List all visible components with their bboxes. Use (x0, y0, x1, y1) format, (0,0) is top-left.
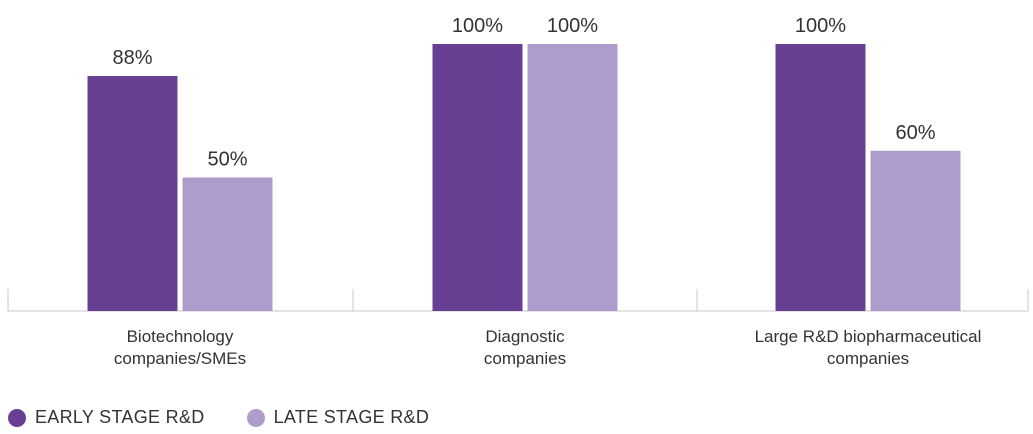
bar-late-stage-1 (527, 44, 618, 311)
bar-early-stage-0 (87, 76, 178, 311)
bar-early-stage-2 (775, 44, 866, 311)
category-label-0-line-0: Biotechnology (127, 327, 234, 346)
data-label-late-stage-0: 50% (207, 149, 247, 171)
legend-label-early-stage: EARLY STAGE R&D (35, 407, 205, 427)
legend-swatch-late-stage (246, 408, 265, 427)
legend-swatch-early-stage (8, 408, 26, 427)
bar-early-stage-1 (432, 44, 523, 311)
chart-canvas: 88% 100% 100% 50% 100% 60% Biotechnology compan… (7, 15, 1029, 368)
data-label-late-stage-2: 60% (895, 122, 935, 144)
data-label-late-stage-1: 100% (547, 15, 598, 37)
category-label-1-line-0: Diagnostic (485, 327, 565, 346)
legend-label-late-stage: LATE STAGE R&D (273, 407, 430, 427)
data-label-early-stage-1: 100% (452, 15, 503, 37)
legend-item-early-stage: EARLY STAGE R&D (8, 407, 205, 428)
category-label-1-line-1: companies (484, 349, 566, 368)
category-label-2-line-0: Large R&D biopharmaceutical (755, 327, 982, 346)
data-label-early-stage-0: 88% (112, 47, 152, 69)
legend-item-late-stage: LATE STAGE R&D (246, 407, 430, 428)
bar-late-stage-2 (870, 150, 961, 311)
category-label-0-line-1: companies/SMEs (114, 349, 246, 368)
data-label-early-stage-2: 100% (795, 15, 846, 37)
category-label-2-line-1: companies (827, 349, 909, 368)
chart-legend: EARLY STAGE R&D LATE STAGE R&D (8, 407, 471, 428)
bar-late-stage-0 (182, 177, 273, 311)
